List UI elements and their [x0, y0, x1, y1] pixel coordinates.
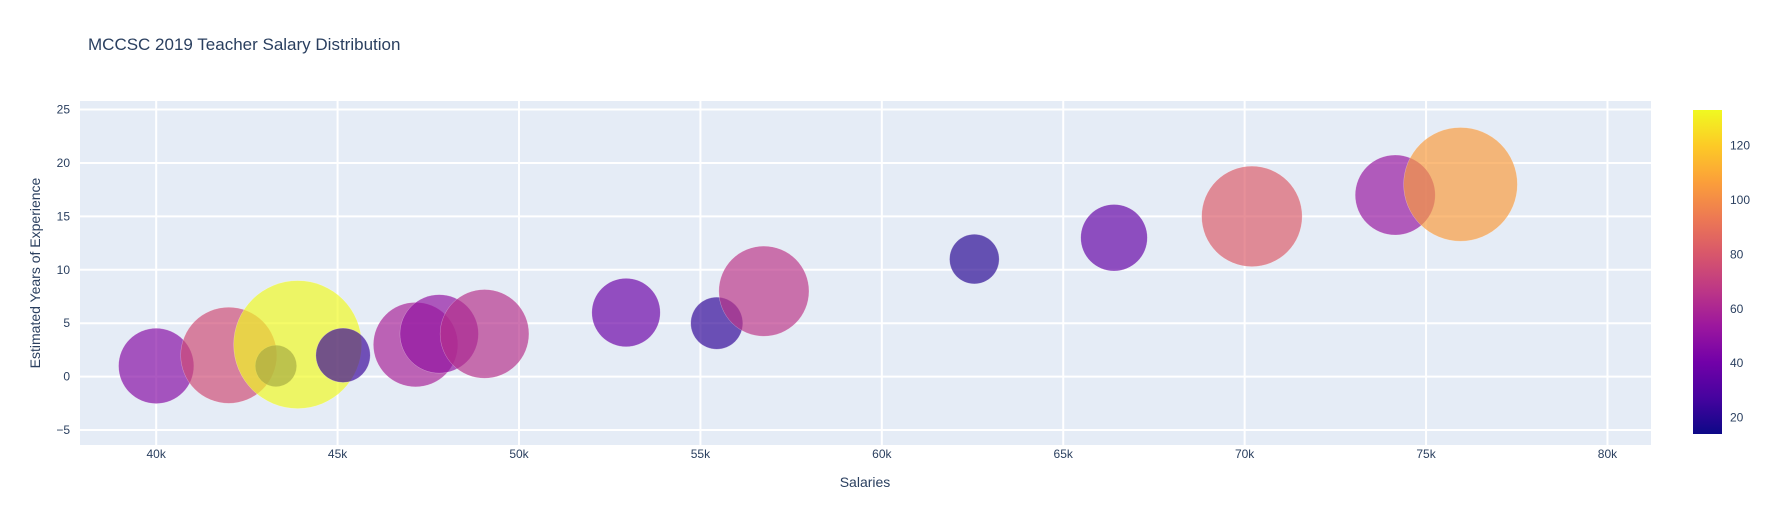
colorbar-tick-label: 100	[1730, 193, 1750, 207]
y-tick-label: −5	[56, 423, 70, 437]
colorbar-tick-label: 40	[1730, 356, 1744, 370]
colorbar-tick-label: 120	[1730, 138, 1750, 152]
y-tick-label: 25	[57, 103, 71, 117]
x-tick-label: 80k	[1598, 447, 1618, 461]
bubble-point[interactable]	[439, 289, 530, 379]
x-tick-label: 45k	[328, 447, 348, 461]
y-tick-label: 15	[57, 209, 71, 223]
colorbar-tick-labels: 20 40 60 80 100 120	[1730, 138, 1750, 424]
x-tick-label: 60k	[872, 447, 892, 461]
y-axis-label: Estimated Years of Experience	[27, 177, 43, 368]
y-tick-label: 10	[57, 263, 71, 277]
x-tick-labels: 40k 45k 50k 55k 60k 65k 70k 75k 80k	[147, 447, 1619, 461]
gridlines	[80, 101, 1651, 445]
colorbar	[1693, 110, 1722, 434]
x-tick-label: 65k	[1054, 447, 1074, 461]
bubble-point[interactable]	[949, 234, 1000, 285]
bubble-point[interactable]	[1201, 165, 1303, 267]
y-tick-label: 0	[63, 370, 70, 384]
x-tick-label: 40k	[147, 447, 167, 461]
colorbar-tick-label: 80	[1730, 247, 1744, 261]
bubble-point[interactable]	[315, 327, 371, 383]
bubble-point[interactable]	[591, 278, 661, 347]
x-tick-label: 50k	[509, 447, 529, 461]
y-tick-label: 20	[57, 156, 71, 170]
y-tick-labels: −5 0 5 10 15 20 25	[56, 103, 70, 437]
x-tick-label: 55k	[691, 447, 711, 461]
y-tick-label: 5	[63, 316, 70, 330]
bubble-point[interactable]	[1080, 204, 1148, 272]
bubble-point[interactable]	[718, 245, 810, 337]
bubbles	[118, 127, 1518, 409]
chart-title: MCCSC 2019 Teacher Salary Distribution	[88, 35, 400, 54]
bubble-point[interactable]	[1403, 127, 1518, 242]
colorbar-tick-label: 20	[1730, 411, 1744, 425]
x-tick-label: 70k	[1235, 447, 1255, 461]
x-tick-label: 75k	[1416, 447, 1436, 461]
colorbar-tick-label: 60	[1730, 302, 1744, 316]
x-axis-label: Salaries	[840, 474, 891, 490]
